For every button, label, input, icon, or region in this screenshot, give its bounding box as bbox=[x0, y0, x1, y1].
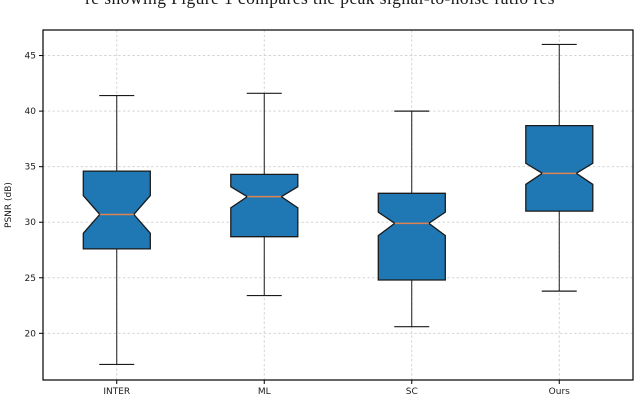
ytick-label-20: 20 bbox=[25, 329, 37, 339]
xtick-label-Ours: Ours bbox=[549, 387, 570, 397]
box-INTER bbox=[82, 94, 151, 366]
notched-box-SC bbox=[377, 192, 446, 281]
caption-text: re showing Figure 1 compares the peak si… bbox=[0, 0, 640, 9]
box-ML bbox=[230, 92, 299, 297]
notched-box-Ours bbox=[525, 124, 594, 212]
xtick-label-INTER: INTER bbox=[103, 387, 130, 397]
caption-clipped-region: re showing Figure 1 compares the peak si… bbox=[0, 0, 640, 10]
xtick-label-ML: ML bbox=[258, 387, 271, 397]
ytick-label-45: 45 bbox=[25, 52, 36, 62]
ytick-label-25: 25 bbox=[25, 274, 36, 284]
plot-frame bbox=[42, 29, 634, 381]
xtick-label-SC: SC bbox=[406, 387, 418, 397]
ytick-label-40: 40 bbox=[25, 107, 37, 117]
ytick-label-35: 35 bbox=[25, 163, 36, 173]
notched-box-INTER bbox=[82, 170, 151, 250]
notched-box-ML bbox=[230, 173, 299, 238]
y-axis-label: PSNR (dB) bbox=[4, 182, 14, 228]
box-SC bbox=[377, 110, 446, 328]
ytick-label-30: 30 bbox=[25, 218, 37, 228]
box-Ours bbox=[525, 43, 594, 292]
